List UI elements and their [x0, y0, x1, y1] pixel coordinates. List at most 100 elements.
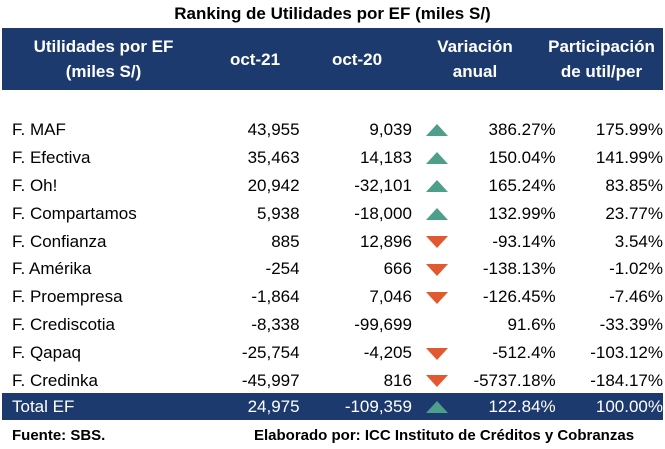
row-variation: 91.6% [507, 315, 556, 335]
row-oct20: 666 [383, 259, 412, 279]
row-entity: F. MAF [12, 119, 66, 139]
total-oct20: -109,359 [344, 396, 412, 416]
row-share: 23.77% [605, 203, 663, 223]
row-oct20: 12,896 [359, 231, 412, 251]
row-variation: -126.45% [482, 287, 556, 307]
row-oct20: -4,205 [363, 343, 412, 363]
total-row: Total EF 24,975 -109,359 122.84% 100.00% [2, 393, 663, 420]
row-oct21: 35,463 [247, 147, 300, 167]
ranking-table: F. MAF 43,955 9,039 386.27% 175.99% F. Efecti… [2, 116, 663, 395]
row-variation: -512.4% [492, 343, 556, 363]
row-entity: F. Proempresa [12, 287, 123, 307]
table-row: F. MAF 43,955 9,039 386.27% 175.99% [2, 116, 663, 144]
row-variation: 132.99% [488, 203, 556, 223]
row-share: -7.46% [609, 287, 663, 307]
row-share: 83.85% [605, 175, 663, 195]
row-trend [412, 200, 463, 228]
table-row: F. Efectiva 35,463 14,183 150.04% 141.99% [2, 144, 663, 172]
row-oct21: -1,864 [251, 287, 300, 307]
up-arrow-icon [426, 152, 449, 165]
row-entity: F. Crediscotia [12, 315, 115, 335]
row-entity: F. Confianza [12, 231, 107, 251]
row-oct21: -25,754 [241, 343, 300, 363]
header-entity: Utilidades por EF (miles S/) [2, 28, 205, 90]
row-entity: F. Compartamos [12, 203, 137, 223]
row-oct20: -32,101 [354, 175, 412, 195]
header-share-line2: de util/per [560, 62, 643, 81]
row-share: -1.02% [609, 259, 663, 279]
header-entity-line2: (miles S/) [65, 62, 142, 81]
header-variation: Variación anual [416, 28, 534, 90]
table-row: F. Proempresa -1,864 7,046 -126.45% -7.46% [2, 283, 663, 311]
table-row: F. Credinka -45,997 816 -5737.18% -184.17% [2, 367, 663, 395]
row-share: -103.12% [590, 343, 663, 363]
row-trend [412, 255, 463, 283]
total-oct21: 24,975 [247, 396, 300, 416]
row-share: -33.39% [599, 315, 663, 335]
down-arrow-icon [426, 291, 449, 304]
row-trend [412, 228, 463, 256]
row-variation: -138.13% [482, 259, 556, 279]
up-arrow-icon [426, 124, 449, 137]
row-entity: F. Credinka [12, 370, 98, 390]
row-trend [412, 367, 463, 395]
row-oct21: 43,955 [247, 119, 300, 139]
header-share: Participación de util/per [540, 28, 663, 90]
row-oct21: -45,997 [241, 370, 300, 390]
row-oct21: 885 [271, 231, 300, 251]
row-share: 175.99% [595, 119, 663, 139]
down-arrow-icon [426, 375, 449, 388]
up-arrow-icon [426, 180, 449, 193]
table-title: Ranking de Utilidades por EF (miles S/) [174, 4, 491, 23]
row-entity: F. Efectiva [12, 147, 91, 167]
row-entity: F. Oh! [12, 175, 58, 195]
header-oct21-label: oct-21 [229, 49, 281, 69]
table-row: F. Qapaq -25,754 -4,205 -512.4% -103.12% [2, 339, 663, 367]
down-arrow-icon [426, 347, 449, 360]
row-share: -184.17% [590, 370, 663, 390]
header-oct20-label: oct-20 [331, 49, 383, 69]
table-row: F. Compartamos 5,938 -18,000 132.99% 23.77% [2, 200, 663, 228]
row-oct21: -254 [265, 259, 300, 279]
header-variation-line1: Variación [437, 37, 513, 56]
row-trend [412, 311, 463, 339]
header-variation-line2: anual [452, 62, 498, 81]
header-oct21: oct-21 [212, 28, 298, 90]
row-trend [412, 116, 463, 144]
header-share-line1: Participación [548, 37, 655, 56]
row-trend [412, 144, 463, 172]
row-oct20: 7,046 [369, 287, 412, 307]
total-variation: 122.84% [488, 396, 556, 416]
down-arrow-icon [426, 236, 449, 249]
total-trend [412, 393, 463, 420]
table-header: Utilidades por EF (miles S/) oct-21 oct-… [2, 28, 663, 90]
up-arrow-icon [426, 401, 449, 414]
total-share: 100.00% [595, 396, 663, 416]
row-entity: F. Qapaq [12, 343, 81, 363]
row-oct20: 9,039 [369, 119, 412, 139]
total-label: Total EF [12, 396, 75, 416]
header-entity-line1: Utilidades por EF [33, 37, 174, 56]
row-trend [412, 283, 463, 311]
table-row: F. Amérika -254 666 -138.13% -1.02% [2, 255, 663, 283]
row-variation: 386.27% [488, 119, 556, 139]
row-trend [412, 172, 463, 200]
row-variation: 150.04% [488, 147, 556, 167]
row-trend [412, 339, 463, 367]
row-oct20: 14,183 [359, 147, 412, 167]
up-arrow-icon [426, 208, 449, 221]
table-row: F. Confianza 885 12,896 -93.14% 3.54% [2, 228, 663, 256]
footer-credit: Elaborado por: ICC Instituto de Créditos… [254, 427, 635, 444]
table-row: F. Oh! 20,942 -32,101 165.24% 83.85% [2, 172, 663, 200]
row-variation: -93.14% [492, 231, 556, 251]
row-share: 141.99% [595, 147, 663, 167]
footer-source: Fuente: SBS. [12, 427, 106, 444]
row-variation: -5737.18% [473, 370, 556, 390]
row-oct20: -99,699 [354, 315, 412, 335]
row-entity: F. Amérika [12, 259, 92, 279]
row-oct21: -8,338 [251, 315, 300, 335]
table-row: F. Crediscotia -8,338 -99,699 91.6% -33.39% [2, 311, 663, 339]
row-oct20: 816 [383, 370, 412, 390]
header-oct20: oct-20 [304, 28, 410, 90]
row-oct21: 5,938 [257, 203, 300, 223]
